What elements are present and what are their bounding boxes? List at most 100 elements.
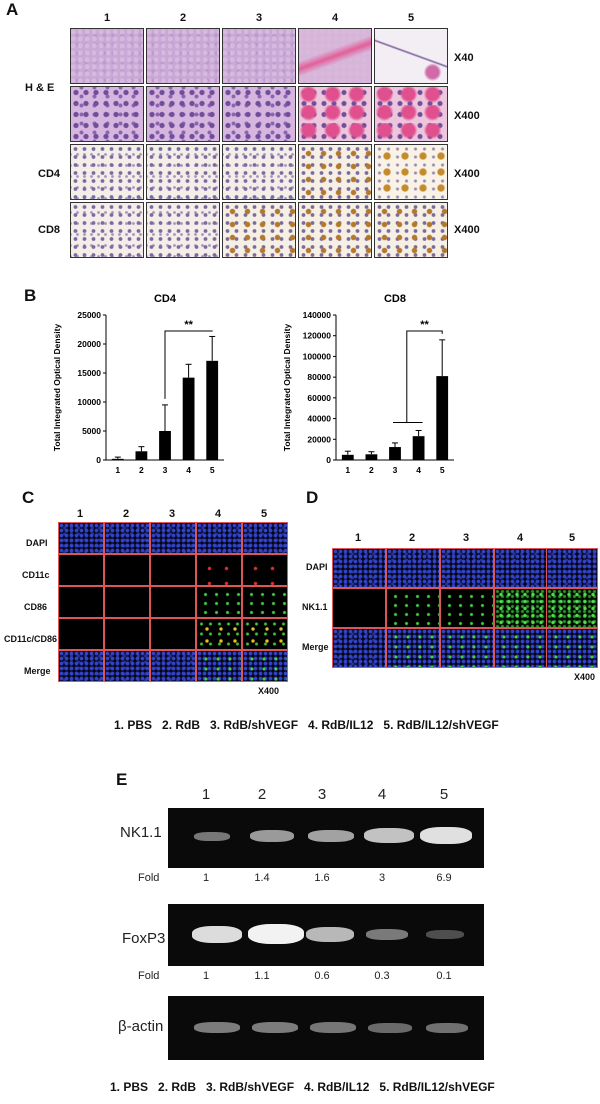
- panel-d-row-dapi: DAPI: [306, 562, 328, 572]
- actin-band-1: [194, 1022, 240, 1033]
- nk11-fold-1: 1: [202, 872, 210, 884]
- d-merge-4: [494, 628, 548, 668]
- gel-beta-actin-label: β-actin: [118, 1018, 164, 1035]
- panel-a-col-1: 1: [103, 12, 111, 24]
- actin-band-3: [310, 1022, 356, 1033]
- cd8-image-3: [222, 202, 296, 258]
- panel-e-label: E: [116, 770, 128, 789]
- y-tick-label: 15000: [77, 368, 101, 378]
- significance-label: **: [184, 319, 193, 331]
- bar: [111, 458, 124, 460]
- he-x400-image-4: [298, 86, 372, 142]
- c-cd11c-cd86-2: [104, 618, 150, 650]
- panel-c-col-1: 1: [76, 508, 84, 520]
- panel-d-magnification: X400: [574, 672, 596, 682]
- c-dapi-5: [242, 522, 288, 554]
- c-cd86-4: [196, 586, 242, 618]
- d-merge-3: [440, 628, 494, 668]
- cd8-image-1: [70, 202, 144, 258]
- c-merge-3: [150, 650, 196, 682]
- actin-band-2: [252, 1022, 298, 1033]
- nk11-fold-4: 3: [378, 872, 386, 884]
- x-tick-label: 1: [345, 465, 350, 475]
- foxp3-band-1: [192, 926, 242, 943]
- c-cd11c-3: [150, 554, 196, 586]
- d-merge-5: [546, 628, 598, 668]
- panel-c-col-3: 3: [168, 508, 176, 520]
- panel-d-col-5: 5: [568, 532, 576, 544]
- group-legend-bottom: 1. PBS 2. RdB 3. RdB/shVEGF 4. RdB/IL12 …: [110, 1080, 495, 1094]
- panel-c-row-cd11c: CD11c: [22, 570, 50, 580]
- nk11-band-3: [308, 830, 354, 842]
- panel-d-label: D: [306, 488, 319, 507]
- y-tick-label: 140000: [303, 310, 332, 320]
- cd4-image-5: [374, 144, 448, 200]
- bar: [135, 451, 148, 460]
- bar: [206, 360, 219, 460]
- bar: [159, 431, 171, 460]
- nk11-band-2: [250, 830, 294, 842]
- he-x400-image-3: [222, 86, 296, 142]
- panel-a-col-5: 5: [407, 12, 415, 24]
- c-dapi-1: [58, 522, 104, 554]
- bar: [365, 454, 378, 460]
- d-dapi-2: [386, 548, 440, 588]
- c-merge-5: [242, 650, 288, 682]
- d-merge-2: [386, 628, 440, 668]
- c-cd11c-cd86-3: [150, 618, 196, 650]
- nk11-fold-3: 1.6: [314, 872, 330, 884]
- chart-title: CD4: [154, 293, 177, 305]
- panel-a-col-4: 4: [331, 12, 339, 24]
- x-tick-label: 4: [186, 465, 191, 475]
- nk11-fold-2: 1.4: [254, 872, 270, 884]
- c-merge-4: [196, 650, 242, 682]
- panel-c-row-cd11c-cd86: CD11c/CD86: [4, 634, 58, 644]
- he-x40-image-4: [298, 28, 372, 84]
- c-dapi-3: [150, 522, 196, 554]
- group-legend-top: 1. PBS 2. RdB 3. RdB/shVEGF 4. RdB/IL12 …: [114, 718, 499, 732]
- he-x400-image-1: [70, 86, 144, 142]
- nk11-fold-label: Fold: [138, 872, 160, 884]
- c-dapi-2: [104, 522, 150, 554]
- foxp3-band-3: [306, 927, 354, 942]
- c-cd11c-5: [242, 554, 288, 586]
- panel-b-label: B: [24, 286, 37, 305]
- lane-4: 4: [377, 786, 387, 803]
- d-nk11-4: [494, 588, 548, 628]
- bar: [436, 376, 449, 460]
- d-dapi-4: [494, 548, 548, 588]
- cd4-bar-chart: CD4 Total Integrated Optical Density 0 5000…: [52, 293, 224, 475]
- c-cd86-2: [104, 586, 150, 618]
- foxp3-band-5: [426, 930, 464, 939]
- foxp3-fold-3: 0.6: [314, 970, 330, 982]
- significance-label: **: [420, 319, 429, 331]
- significance-bracket: [406, 330, 443, 423]
- y-tick-label: 25000: [77, 310, 101, 320]
- panel-c-col-2: 2: [122, 508, 130, 520]
- he-x400-image-5: [374, 86, 448, 142]
- foxp3-band-4: [366, 929, 408, 940]
- foxp3-fold-label: Fold: [138, 970, 160, 982]
- he-x40-image-3: [222, 28, 296, 84]
- d-merge-1: [332, 628, 386, 668]
- panel-a-col-3: 3: [255, 12, 263, 24]
- d-nk11-2: [386, 588, 440, 628]
- foxp3-band-2: [248, 924, 304, 944]
- chart-title: CD8: [384, 293, 406, 305]
- cd4-image-4: [298, 144, 372, 200]
- actin-band-4: [368, 1023, 412, 1033]
- nk11-fold-5: 6.9: [436, 872, 452, 884]
- d-dapi-1: [332, 548, 386, 588]
- significance-bracket: [164, 330, 213, 399]
- bar: [182, 377, 195, 460]
- panel-a-row-cd4-label: CD4: [38, 168, 61, 180]
- y-axis-label: Total Integrated Optical Density: [282, 324, 292, 452]
- panel-c-magnification: X400: [258, 686, 280, 696]
- c-cd11c-cd86-5: [242, 618, 288, 650]
- he-x400-image-2: [146, 86, 220, 142]
- cd8-image-4: [298, 202, 372, 258]
- panel-a-mag-row4: X400: [454, 224, 480, 236]
- panel-d-col-1: 1: [354, 532, 362, 544]
- y-tick-label: 120000: [303, 331, 332, 341]
- y-tick-label: 80000: [307, 372, 331, 382]
